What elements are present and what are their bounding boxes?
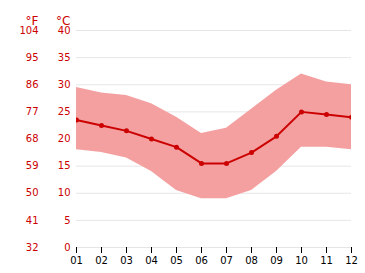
svg-text:°F: °F xyxy=(26,14,39,28)
svg-text:41: 41 xyxy=(26,215,39,226)
svg-text:09: 09 xyxy=(270,255,283,266)
svg-text:10: 10 xyxy=(58,187,71,198)
svg-text:02: 02 xyxy=(95,255,108,266)
svg-text:04: 04 xyxy=(145,255,158,266)
svg-text:10: 10 xyxy=(295,255,308,266)
svg-text:20: 20 xyxy=(58,133,71,144)
svg-text:30: 30 xyxy=(58,79,71,90)
svg-text:11: 11 xyxy=(320,255,333,266)
svg-text:07: 07 xyxy=(220,255,233,266)
svg-text:15: 15 xyxy=(58,160,71,171)
svg-text:77: 77 xyxy=(26,106,39,117)
svg-text:32: 32 xyxy=(26,242,39,253)
svg-text:86: 86 xyxy=(26,79,39,90)
svg-text:68: 68 xyxy=(26,133,39,144)
svg-text:59: 59 xyxy=(26,160,39,171)
svg-text:5: 5 xyxy=(64,215,70,226)
svg-text:06: 06 xyxy=(195,255,208,266)
svg-text:0: 0 xyxy=(64,242,70,253)
svg-text:25: 25 xyxy=(58,106,71,117)
svg-text:08: 08 xyxy=(245,255,258,266)
svg-text:05: 05 xyxy=(170,255,183,266)
svg-text:104: 104 xyxy=(19,24,39,36)
svg-text:01: 01 xyxy=(70,255,83,266)
svg-text:03: 03 xyxy=(120,255,133,266)
svg-text:95: 95 xyxy=(26,52,39,63)
svg-text:40: 40 xyxy=(57,24,71,36)
svg-text:35: 35 xyxy=(58,52,71,63)
svg-text:12: 12 xyxy=(345,255,358,266)
svg-text:50: 50 xyxy=(26,187,39,198)
svg-text:°C: °C xyxy=(56,14,70,28)
